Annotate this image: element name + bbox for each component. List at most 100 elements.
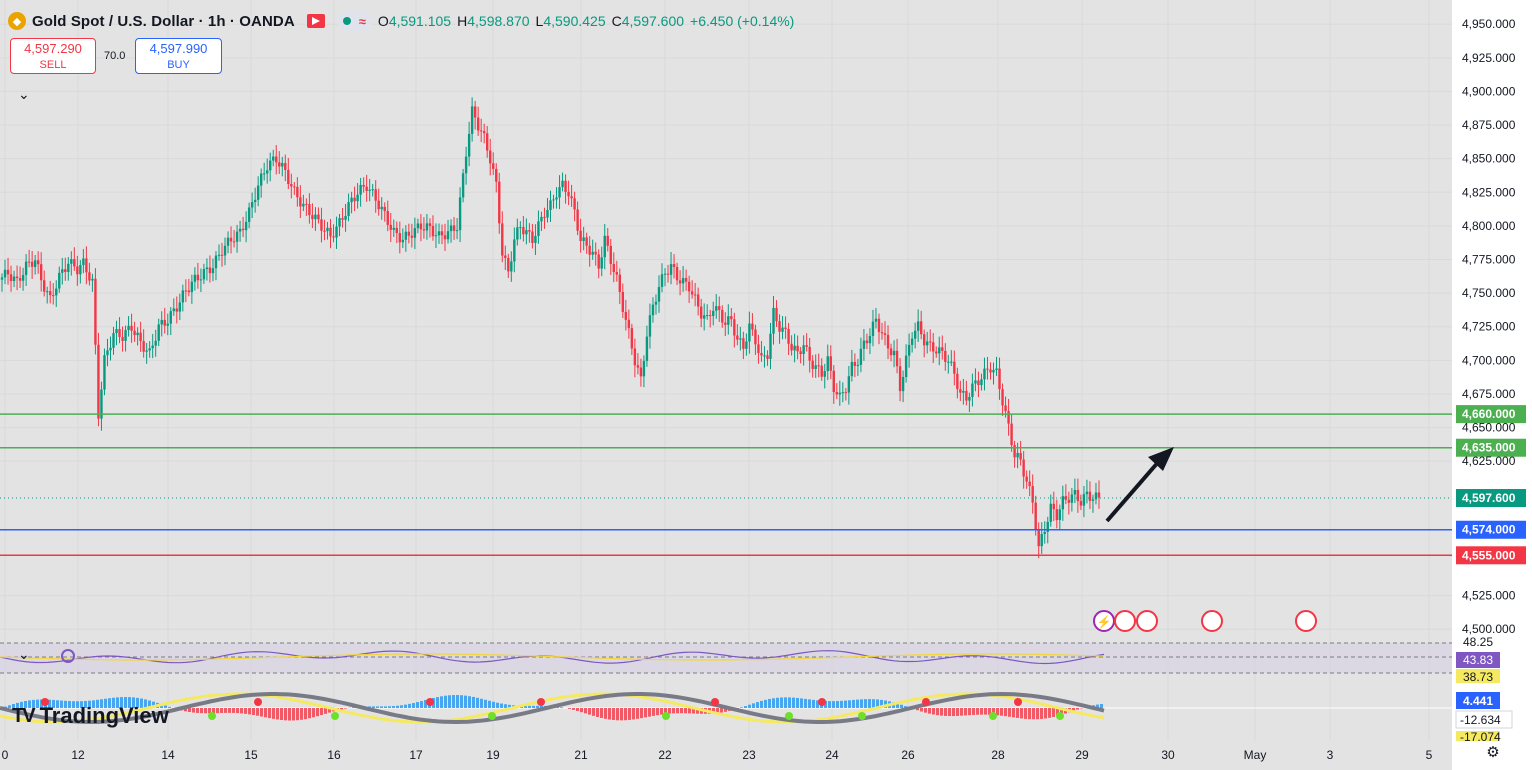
candle-body — [422, 229, 426, 231]
osc-bar — [800, 698, 803, 708]
time-axis[interactable]: 0 12 14 15 16 17 19 21 22 23 24 26 28 29 30 May 3 5 — [2, 748, 1433, 762]
osc-bar — [20, 701, 23, 708]
osc-bar — [1100, 703, 1103, 708]
candle-body — [401, 239, 405, 243]
level-price-tag[interactable] — [1456, 438, 1526, 457]
rsi-pane[interactable] — [0, 642, 1452, 674]
candle-body — [1064, 496, 1068, 500]
buy-button[interactable]: 4,597.990 BUY — [135, 38, 222, 74]
refresh-icon[interactable] — [61, 649, 75, 663]
candlestick-series — [0, 97, 1101, 559]
level-price-tag[interactable] — [1456, 546, 1526, 565]
osc-bar — [644, 708, 647, 718]
sell-button[interactable]: 4,597.290 SELL — [10, 38, 96, 74]
time-tick-label: 21 — [574, 748, 588, 762]
candle-body — [745, 341, 748, 349]
osc-bar — [284, 708, 287, 721]
svg-text:⚡: ⚡ — [1097, 615, 1112, 629]
osc-bar — [272, 708, 275, 719]
osc-bar — [468, 696, 471, 708]
osc-bar — [816, 700, 819, 708]
candle-body — [618, 274, 622, 292]
candle-body — [624, 311, 628, 320]
candle-body — [49, 291, 52, 296]
osc-bar — [440, 696, 443, 708]
osc-bar — [320, 708, 323, 716]
candle-body — [778, 321, 781, 332]
candle-body — [681, 278, 685, 284]
osc-bar — [504, 704, 507, 708]
oscillator-pane[interactable] — [0, 691, 1452, 725]
osc-bar — [88, 700, 91, 708]
candle-body — [24, 261, 28, 275]
open-value: 4,591.105 — [388, 13, 452, 29]
candle-body — [9, 274, 13, 282]
us-flag-event-icon[interactable] — [1136, 610, 1158, 632]
tradingview-logo[interactable]: TV TradingView — [12, 703, 169, 729]
candle-body — [0, 277, 4, 280]
osc-bar — [836, 701, 839, 708]
candle-body — [428, 223, 432, 226]
candle-body — [1034, 502, 1037, 531]
symbol-title[interactable]: Gold Spot / U.S. Dollar · 1h · OANDA — [32, 12, 295, 30]
market-closed-flag-icon[interactable] — [306, 14, 325, 28]
osc-bar — [484, 699, 487, 708]
rsi-collapse-chevron-icon[interactable]: ⌄ — [18, 646, 30, 662]
osc-bar — [244, 708, 247, 714]
osc-bar — [268, 708, 271, 719]
settings-gear-icon[interactable]: ⚙ — [1486, 744, 1500, 761]
candle-body — [600, 257, 603, 269]
candle-body — [492, 163, 495, 169]
time-tick-label: 17 — [409, 748, 423, 762]
candle-body — [1058, 509, 1062, 521]
price-axis[interactable]: 4,950.000 4,925.000 4,900.000 4,875.000 4,85… — [1462, 17, 1516, 636]
candle-body — [18, 278, 22, 281]
us-flag-event-icon[interactable] — [1201, 610, 1223, 632]
osc-bar — [100, 699, 103, 708]
candle-body — [513, 239, 516, 262]
candle-body — [42, 280, 46, 292]
candle-body — [1088, 491, 1092, 501]
level-price-label: 4,574.000 — [1462, 523, 1516, 537]
osc-bar — [304, 708, 307, 720]
status-dot-icon — [342, 17, 351, 25]
osc-bar — [292, 708, 295, 721]
level-price-tag[interactable] — [1456, 489, 1526, 508]
price-tick-label: 4,875.000 — [1462, 118, 1516, 132]
level-price-tag[interactable] — [1456, 405, 1526, 424]
level-price-tag[interactable] — [1456, 520, 1526, 539]
us-flag-event-icon[interactable] — [1295, 610, 1317, 632]
candle-body — [187, 290, 191, 293]
osc-bar — [684, 708, 687, 714]
high-value: 4,598.870 — [467, 13, 530, 29]
candle-body — [229, 237, 233, 242]
horizontal-levels[interactable]: 4,660.000 4,635.000 4,597.600 4,574.000 4,55… — [0, 405, 1526, 565]
price-tick-label: 4,625.000 — [1462, 454, 1516, 468]
candle-body — [33, 260, 37, 267]
candle-body — [259, 173, 263, 186]
collapse-chevron-icon[interactable]: ⌄ — [18, 86, 30, 102]
candle-body — [1073, 489, 1077, 495]
change-value: +6.450 (+0.14%) — [690, 13, 795, 29]
osc-bar — [452, 695, 455, 708]
candle-body — [30, 261, 34, 267]
status-pill[interactable]: ≈ — [336, 11, 372, 31]
events-row[interactable]: ⚡ — [1093, 610, 1317, 632]
osc-bar — [60, 700, 63, 708]
osc-bar — [980, 708, 983, 715]
osc-bar — [144, 699, 147, 708]
osc-bar — [804, 698, 807, 708]
candle-body — [452, 225, 456, 231]
arrow-annotation[interactable] — [1105, 447, 1174, 523]
candle-body — [211, 268, 215, 274]
osc-bar — [140, 698, 143, 708]
candle-body — [883, 333, 887, 335]
us-flag-event-icon[interactable] — [1114, 610, 1136, 632]
candle-body — [687, 281, 691, 292]
candle-body — [214, 255, 218, 269]
candle-body — [826, 356, 829, 372]
candle-body — [847, 376, 851, 393]
osc-bar — [136, 697, 139, 708]
candle-body — [1094, 492, 1098, 500]
